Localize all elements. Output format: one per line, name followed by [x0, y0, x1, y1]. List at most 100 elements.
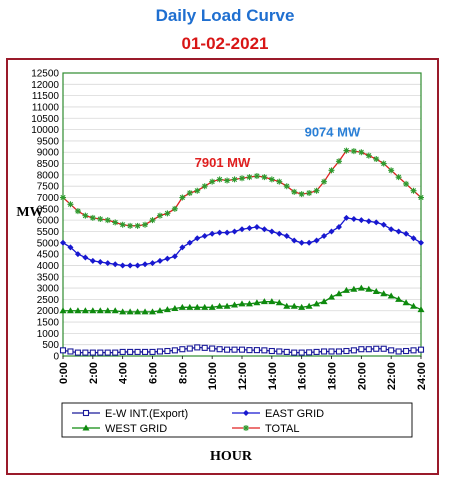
data-point — [321, 178, 328, 185]
y-tick-label: 11500 — [32, 91, 60, 102]
data-point — [403, 180, 410, 187]
data-point — [59, 347, 67, 354]
x-tick-label: 14:00 — [267, 362, 279, 390]
data-point — [59, 307, 67, 314]
chart-subtitle: 01-02-2021 — [181, 34, 269, 53]
data-point — [253, 347, 260, 354]
y-tick-label: 6500 — [37, 204, 60, 215]
data-point — [208, 303, 216, 310]
y-tick-label: 6000 — [37, 216, 60, 227]
data-point — [358, 149, 365, 156]
x-tick-label: 8:00 — [177, 362, 189, 384]
data-point — [373, 345, 380, 352]
data-point — [365, 285, 373, 292]
data-point — [178, 303, 186, 310]
y-tick-label: 9500 — [37, 136, 60, 147]
data-point — [291, 237, 298, 244]
y-tick-label: 8500 — [37, 159, 60, 170]
data-point — [261, 226, 268, 233]
x-tick-label: 18:00 — [327, 362, 339, 390]
data-point — [395, 228, 402, 235]
y-tick-label: 500 — [42, 340, 59, 351]
data-point — [194, 187, 201, 194]
y-tick-label: 1500 — [37, 318, 60, 329]
data-point — [156, 212, 163, 219]
data-point — [291, 188, 298, 195]
data-point — [209, 345, 216, 352]
data-point — [365, 218, 372, 225]
data-point — [74, 208, 81, 215]
data-point — [67, 244, 74, 251]
y-tick-label: 2500 — [37, 295, 60, 306]
data-point — [298, 303, 306, 310]
data-point — [418, 239, 424, 246]
data-point — [224, 346, 231, 353]
data-point — [127, 222, 134, 229]
data-point — [89, 214, 96, 221]
data-point — [380, 160, 387, 167]
data-point — [350, 347, 357, 354]
data-point — [67, 201, 74, 208]
y-tick-label: 7000 — [37, 193, 60, 204]
data-point — [260, 298, 268, 305]
y-tick-label: 11000 — [32, 102, 60, 113]
data-point — [291, 349, 298, 356]
data-point — [395, 348, 402, 355]
data-point — [410, 302, 418, 309]
data-point — [402, 299, 410, 306]
data-point — [134, 222, 141, 229]
data-point — [104, 349, 111, 356]
data-point — [417, 306, 425, 313]
data-point — [126, 308, 134, 315]
data-point — [111, 307, 119, 314]
series-west-grid — [59, 284, 425, 315]
data-point — [171, 347, 178, 354]
data-point — [216, 229, 223, 236]
data-point — [372, 287, 380, 294]
legend-box — [61, 402, 413, 438]
data-point — [342, 286, 350, 293]
data-point — [243, 425, 249, 431]
data-point — [335, 158, 342, 165]
data-point — [306, 239, 313, 246]
data-point — [283, 302, 291, 309]
data-point — [245, 300, 253, 307]
data-point — [60, 239, 66, 246]
data-point — [410, 187, 417, 194]
data-point — [320, 298, 328, 305]
data-point — [261, 347, 268, 354]
data-point — [246, 174, 253, 181]
data-point — [357, 284, 365, 291]
data-point — [388, 226, 395, 233]
data-point — [74, 349, 81, 356]
data-point — [224, 177, 231, 184]
data-point — [313, 300, 321, 307]
data-point — [388, 347, 395, 354]
data-point — [216, 176, 223, 183]
y-tick-label: 4500 — [37, 250, 60, 261]
data-point — [306, 189, 313, 196]
data-point — [186, 239, 193, 246]
data-point — [186, 303, 194, 310]
data-point — [164, 347, 171, 355]
data-point — [194, 344, 201, 351]
data-point — [149, 260, 156, 267]
legend — [61, 402, 413, 438]
data-point — [74, 251, 81, 258]
data-point — [81, 307, 89, 314]
data-point — [134, 262, 141, 269]
data-point — [395, 174, 402, 181]
data-point — [403, 230, 410, 237]
data-point — [343, 214, 350, 221]
data-point — [216, 302, 224, 309]
data-point — [380, 290, 388, 297]
data-point — [231, 176, 238, 183]
data-point — [216, 346, 223, 353]
data-point — [156, 348, 164, 355]
data-point — [313, 237, 320, 244]
data-point — [350, 285, 358, 292]
legend-label: EAST GRID — [265, 408, 324, 420]
legend-label: E-W INT.(Export) — [105, 408, 188, 420]
data-point — [66, 307, 74, 314]
data-point — [201, 303, 209, 310]
